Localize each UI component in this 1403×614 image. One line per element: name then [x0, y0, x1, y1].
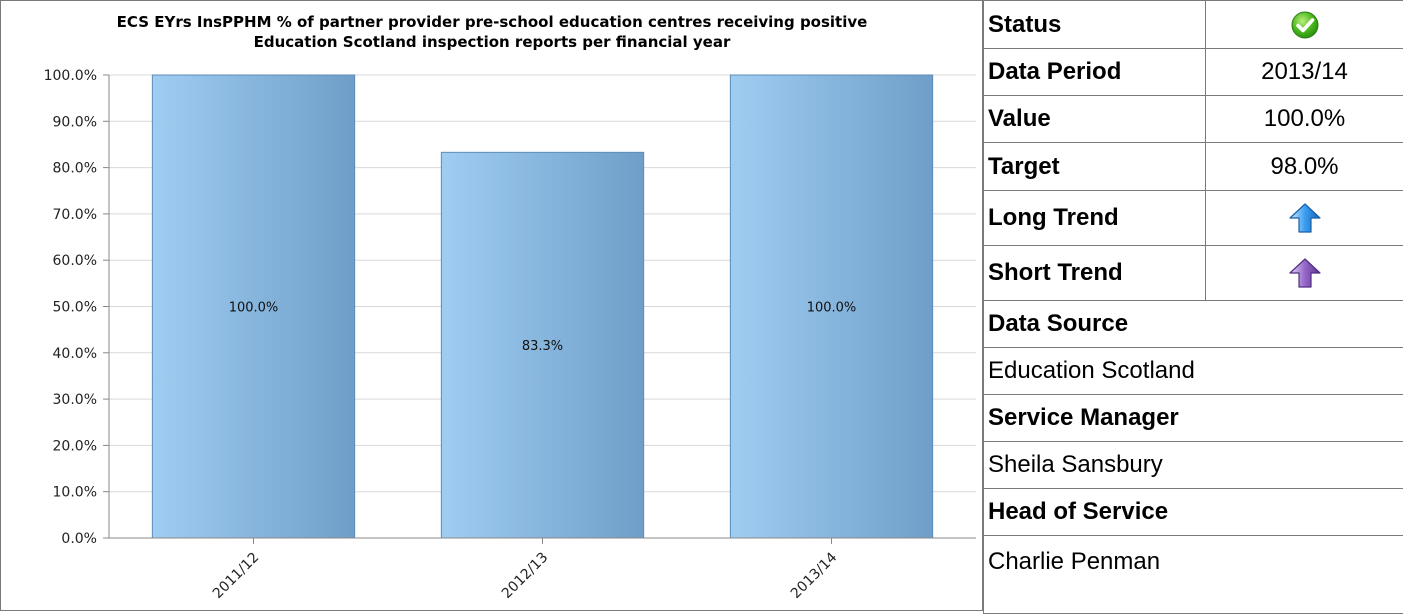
service-manager-header-row: Service Manager — [984, 395, 1403, 442]
short-trend-value — [1206, 246, 1403, 301]
head-of-service-value: Charlie Penman — [984, 536, 1403, 614]
y-tick-label: 20.0% — [53, 438, 97, 454]
status-label: Status — [984, 1, 1206, 49]
long-trend-label: Long Trend — [984, 191, 1206, 246]
y-tick-label: 50.0% — [53, 300, 97, 316]
purple-up-arrow-icon — [1288, 257, 1322, 289]
long-trend-value — [1206, 191, 1403, 246]
head-of-service-label: Head of Service — [984, 489, 1403, 536]
chart-title-line-2: Education Scotland inspection reports pe… — [254, 33, 731, 51]
status-value — [1206, 1, 1403, 49]
blue-up-arrow-icon — [1288, 202, 1322, 234]
x-tick-label: 2012/13 — [499, 550, 551, 602]
y-tick-label: 60.0% — [53, 253, 97, 269]
x-tick-label: 2011/12 — [210, 550, 262, 602]
bar-value-label: 83.3% — [522, 339, 563, 354]
y-tick-label: 40.0% — [53, 346, 97, 362]
short-trend-row: Short Trend — [984, 246, 1403, 301]
head-of-service-value-row: Charlie Penman — [984, 536, 1403, 614]
service-manager-value-row: Sheila Sansbury — [984, 442, 1403, 489]
value-label: Value — [984, 96, 1206, 143]
data-source-label: Data Source — [984, 301, 1403, 348]
service-manager-label: Service Manager — [984, 395, 1403, 442]
chart-panel: ECS EYrs InsPPHM % of partner provider p… — [0, 0, 983, 611]
bar-value-label: 100.0% — [229, 301, 279, 316]
data-period-label: Data Period — [984, 49, 1206, 96]
y-tick-label: 70.0% — [53, 207, 97, 223]
data-period-row: Data Period 2013/14 — [984, 49, 1403, 96]
status-row: Status — [984, 1, 1403, 49]
info-table: Status Data Period 2013/14 Value 100.0% … — [983, 0, 1403, 614]
y-tick-label: 0.0% — [61, 531, 97, 547]
value-row: Value 100.0% — [984, 96, 1403, 143]
target-label: Target — [984, 143, 1206, 191]
data-source-value: Education Scotland — [984, 348, 1403, 395]
service-manager-value: Sheila Sansbury — [984, 442, 1403, 489]
bar-chart: ECS EYrs InsPPHM % of partner provider p… — [1, 1, 984, 612]
y-tick-label: 90.0% — [53, 114, 97, 130]
y-tick-label: 80.0% — [53, 161, 97, 177]
y-tick-label: 30.0% — [53, 392, 97, 408]
long-trend-row: Long Trend — [984, 191, 1403, 246]
chart-title-line-1: ECS EYrs InsPPHM % of partner provider p… — [117, 13, 868, 31]
data-source-value-row: Education Scotland — [984, 348, 1403, 395]
data-period-value: 2013/14 — [1206, 49, 1403, 96]
y-tick-label: 10.0% — [53, 485, 97, 501]
value-value: 100.0% — [1206, 96, 1403, 143]
target-value: 98.0% — [1206, 143, 1403, 191]
y-tick-label: 100.0% — [44, 68, 97, 84]
green-check-icon — [1290, 10, 1320, 40]
target-row: Target 98.0% — [984, 143, 1403, 191]
x-tick-label: 2013/14 — [788, 549, 841, 602]
head-of-service-header-row: Head of Service — [984, 489, 1403, 536]
data-source-header-row: Data Source — [984, 301, 1403, 348]
short-trend-label: Short Trend — [984, 246, 1206, 301]
bars: 100.0% 83.3% 100.0% — [152, 75, 932, 538]
bar-value-label: 100.0% — [807, 301, 857, 316]
